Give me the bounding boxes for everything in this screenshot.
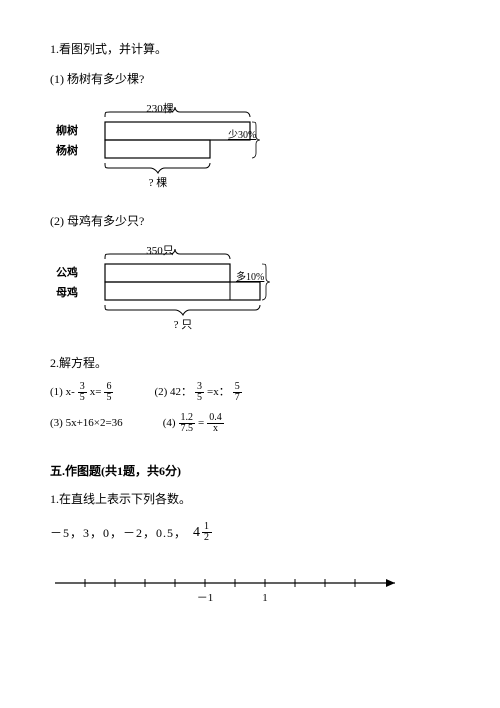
svg-text:母鸡: 母鸡 [56,285,78,299]
q2-title: 2.解方程。 [50,354,450,372]
svg-text:杨树: 杨树 [56,143,78,157]
q1-p1-diagram: 230棵 柳树 杨树 少30% ? 棵 [50,102,450,194]
svg-text:公鸡: 公鸡 [56,265,78,279]
svg-text:350只: 350只 [146,245,174,257]
svg-text:多10%: 多10% [236,270,264,283]
eq-1: (1) x- 35 x= 65 [50,382,114,403]
eq-3: (3) 5x+16×2=36 [50,413,123,434]
question-1: 1.看图列式，并计算。 (1) 杨树有多少棵? 230棵 柳树 杨树 少30% … [50,40,450,336]
section5-heading: 五.作图题(共1题，共6分) [50,462,450,480]
svg-text:柳树: 柳树 [56,123,78,137]
eq-4: (4) 1.27.5 = 0.4x [163,413,225,434]
question-2: 2.解方程。 (1) x- 35 x= 65 (2) 42： 35 =x： 57… [50,354,450,434]
section5-q1: 1.在直线上表示下列各数。 [50,490,450,508]
q1-title: 1.看图列式，并计算。 [50,40,450,58]
q1-p2-diagram: 350只 公鸡 母鸡 多10% ? 只 [50,244,450,336]
svg-text:1: 1 [262,592,268,604]
number-list: －5，3，0，－2，0.5， 4 12 [50,522,450,543]
svg-text:? 棵: ? 棵 [149,175,168,189]
svg-text:少30%: 少30% [228,129,256,141]
number-line: －1 1 [50,571,450,607]
section-5: 五.作图题(共1题，共6分) 1.在直线上表示下列各数。 －5，3，0，－2，0… [50,462,450,607]
svg-text:? 只: ? 只 [174,319,193,331]
q1-p1-text: (1) 杨树有多少棵? [50,70,450,88]
top-label: 230棵 [146,102,174,115]
svg-text:－1: －1 [197,592,214,604]
eq-2: (2) 42： 35 =x： 57 [154,382,242,403]
q1-p2-text: (2) 母鸡有多少只? [50,212,450,230]
